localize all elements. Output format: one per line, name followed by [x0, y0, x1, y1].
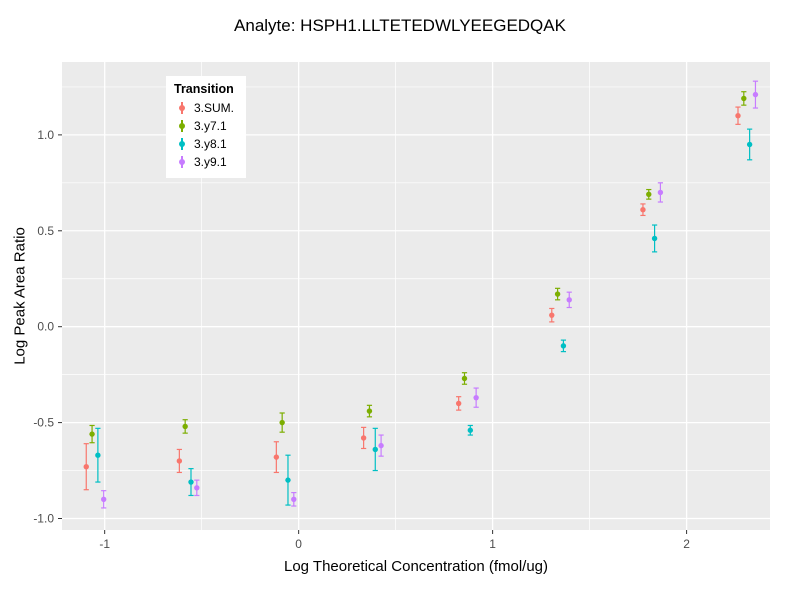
data-point [83, 464, 89, 470]
legend-item-3.y7.1: 3.y7.1 [174, 117, 234, 135]
legend-title: Transition [174, 82, 234, 96]
legend-key-icon [174, 118, 189, 134]
legend-key-icon [174, 136, 189, 152]
legend-item-3.SUM.: 3.SUM. [174, 99, 234, 117]
data-point [735, 113, 741, 119]
x-tick-label: 2 [683, 537, 690, 551]
data-point [741, 95, 747, 102]
data-point [366, 408, 373, 414]
legend-item-label: 3.y9.1 [194, 155, 227, 169]
data-point [182, 423, 188, 430]
data-point [273, 454, 280, 460]
y-tick-label: 0.5 [37, 224, 54, 238]
series-3.y9.1 [101, 80, 759, 509]
y-tick-label: -1.0 [33, 511, 54, 525]
data-point [194, 485, 200, 491]
x-axis-label: Log Theoretical Concentration (fmol/ug) [283, 558, 549, 575]
data-point [188, 479, 194, 485]
data-point [378, 442, 384, 449]
data-point [640, 206, 646, 213]
legend-items: 3.SUM. 3.y7.1 3.y8.1 3.y9.1 [174, 99, 234, 171]
data-point [746, 141, 753, 148]
data-point [651, 235, 658, 242]
y-axis-label: Log Peak Area Ratio [11, 227, 29, 365]
data-point [101, 496, 107, 503]
major-gridlines [62, 62, 770, 530]
legend-key-dot [178, 105, 185, 111]
x-tick-label: -1 [99, 537, 110, 551]
legend-item-3.y9.1: 3.y9.1 [174, 153, 234, 171]
data-point [467, 427, 474, 433]
data-point [752, 91, 759, 98]
legend-item-3.y8.1: 3.y8.1 [174, 135, 234, 153]
legend-key-dot [178, 123, 185, 129]
legend: Transition 3.SUM. 3.y7.1 3.y8.1 3.y9.1 [166, 76, 247, 178]
data-point [554, 291, 561, 297]
y-tick-label: 0.0 [37, 320, 54, 334]
series-3.SUM. [83, 106, 741, 491]
data-point [89, 431, 95, 437]
y-tick-label: 1.0 [37, 128, 54, 142]
data-point [360, 435, 367, 441]
data-point [473, 394, 479, 401]
legend-item-label: 3.SUM. [194, 101, 235, 115]
y-tick-label: -0.5 [33, 416, 54, 430]
data-point [566, 297, 572, 303]
data-point [657, 189, 664, 196]
series-3.y8.1 [95, 128, 753, 506]
x-tick-label: 0 [295, 537, 302, 551]
legend-key-dot [178, 141, 185, 147]
data-point [461, 375, 468, 382]
data-point [646, 191, 652, 198]
data-point [176, 458, 183, 464]
data-point [560, 343, 567, 349]
legend-item-label: 3.y8.1 [194, 137, 227, 151]
legend-key-icon [174, 154, 189, 170]
data-point [455, 400, 462, 407]
legend-key-dot [178, 159, 185, 165]
axis-ticks: -1 0 1 2 -1.0 -0.5 0.0 0.5 1.0 [33, 128, 690, 551]
x-tick-label: 1 [489, 537, 496, 551]
data-point [291, 496, 297, 503]
data-point [95, 452, 101, 458]
data-point [372, 446, 378, 453]
data-point [285, 477, 291, 483]
chart-title: Analyte: HSPH1.LLTETEDWLYEEGEDQAK [234, 16, 566, 35]
data-point [549, 312, 555, 318]
series-3.y7.1 [89, 91, 747, 444]
legend-item-label: 3.y7.1 [194, 119, 227, 133]
data-point [279, 419, 285, 426]
legend-key-icon [174, 100, 189, 116]
